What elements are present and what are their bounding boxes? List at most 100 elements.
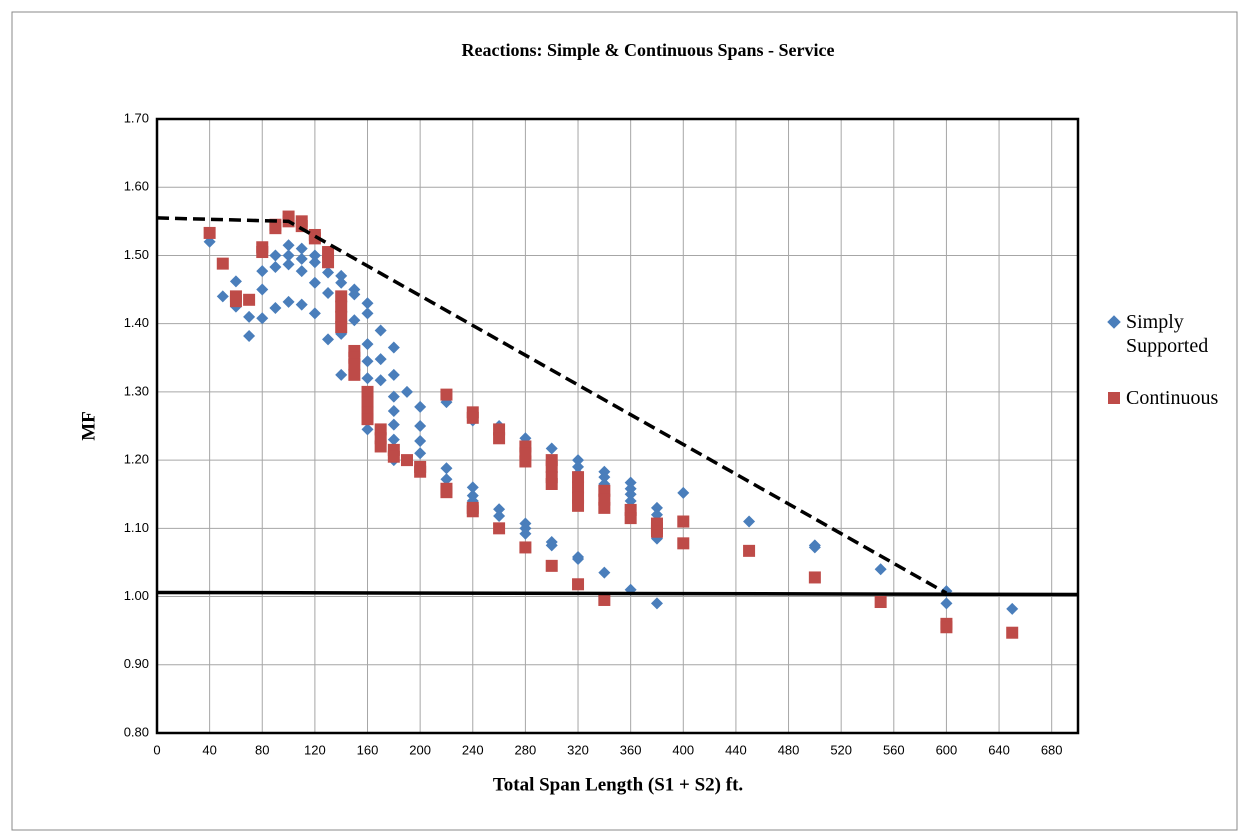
point (335, 269, 348, 282)
point (308, 249, 321, 262)
point (440, 486, 453, 499)
point (256, 265, 269, 278)
point (361, 413, 374, 426)
chart-border (11, 11, 1238, 831)
y-tick-label: 1.20 (124, 452, 149, 467)
point (308, 256, 321, 269)
chart-title: Reactions: Simple & Continuous Spans - S… (461, 40, 834, 60)
point (374, 324, 387, 337)
point (348, 288, 361, 301)
y-tick-label: 1.70 (124, 110, 149, 125)
point (624, 476, 637, 489)
x-tick-label: 320 (567, 742, 589, 757)
point (940, 621, 953, 634)
point (361, 423, 374, 436)
x-tick-label: 440 (725, 742, 747, 757)
point (243, 329, 256, 342)
point (572, 454, 585, 467)
point (808, 571, 821, 584)
y-tick-label: 0.90 (124, 656, 149, 671)
point (545, 460, 558, 473)
point (335, 300, 348, 313)
x-tick-label: 480 (778, 742, 800, 757)
point (677, 486, 690, 499)
point (545, 442, 558, 455)
point (493, 510, 506, 523)
plot-border (155, 117, 1080, 735)
point (269, 222, 282, 235)
point (440, 388, 453, 401)
point (361, 372, 374, 385)
point (519, 527, 532, 540)
x-tick-label: 360 (620, 742, 642, 757)
point (493, 522, 506, 535)
point (374, 374, 387, 387)
point (243, 293, 256, 306)
point (466, 411, 479, 424)
point (256, 246, 269, 259)
point (598, 566, 611, 579)
point (400, 454, 413, 467)
point (1006, 626, 1019, 639)
point (387, 390, 400, 403)
point (519, 541, 532, 554)
point (256, 312, 269, 325)
point (282, 239, 295, 252)
point (874, 596, 887, 609)
point (387, 433, 400, 446)
y-tick-label: 1.30 (124, 383, 149, 398)
reference-line (156, 216, 948, 595)
point (572, 553, 585, 566)
point (295, 265, 308, 278)
point (322, 286, 335, 299)
point (361, 355, 374, 368)
point (545, 477, 558, 490)
point (493, 432, 506, 445)
x-tick-label: 640 (988, 742, 1010, 757)
legend-swatch (1107, 315, 1121, 329)
point (256, 283, 269, 296)
legend-entry: Simply Supported (1107, 310, 1238, 358)
y-tick-label: 1.40 (124, 315, 149, 330)
point (414, 435, 427, 448)
point (282, 249, 295, 262)
point (322, 246, 335, 259)
x-tick-label: 280 (515, 742, 537, 757)
point (598, 501, 611, 514)
point (572, 499, 585, 512)
point (295, 252, 308, 265)
point (216, 257, 229, 270)
point (400, 385, 413, 398)
point (203, 226, 216, 239)
point (243, 310, 256, 323)
legend-label: Simply Supported (1126, 311, 1209, 357)
point (295, 298, 308, 311)
point (808, 541, 821, 554)
x-axis-label: Total Span Length (S1 + S2) ft. (493, 774, 743, 795)
point (650, 525, 663, 538)
point (361, 396, 374, 409)
y-tick-label: 1.50 (124, 247, 149, 262)
point (387, 450, 400, 463)
point (361, 385, 374, 398)
point (308, 276, 321, 289)
point (269, 261, 282, 274)
point (308, 232, 321, 245)
x-tick-label: 40 (202, 742, 216, 757)
point (269, 301, 282, 314)
point (361, 297, 374, 310)
point (414, 447, 427, 460)
y-tick-label: 1.00 (124, 588, 149, 603)
point (519, 455, 532, 468)
x-tick-label: 200 (409, 742, 431, 757)
point (440, 473, 453, 486)
x-tick-label: 560 (883, 742, 905, 757)
point (743, 544, 756, 557)
point (322, 256, 335, 269)
point (216, 290, 229, 303)
x-tick-label: 520 (830, 742, 852, 757)
point (598, 471, 611, 484)
point (387, 418, 400, 431)
